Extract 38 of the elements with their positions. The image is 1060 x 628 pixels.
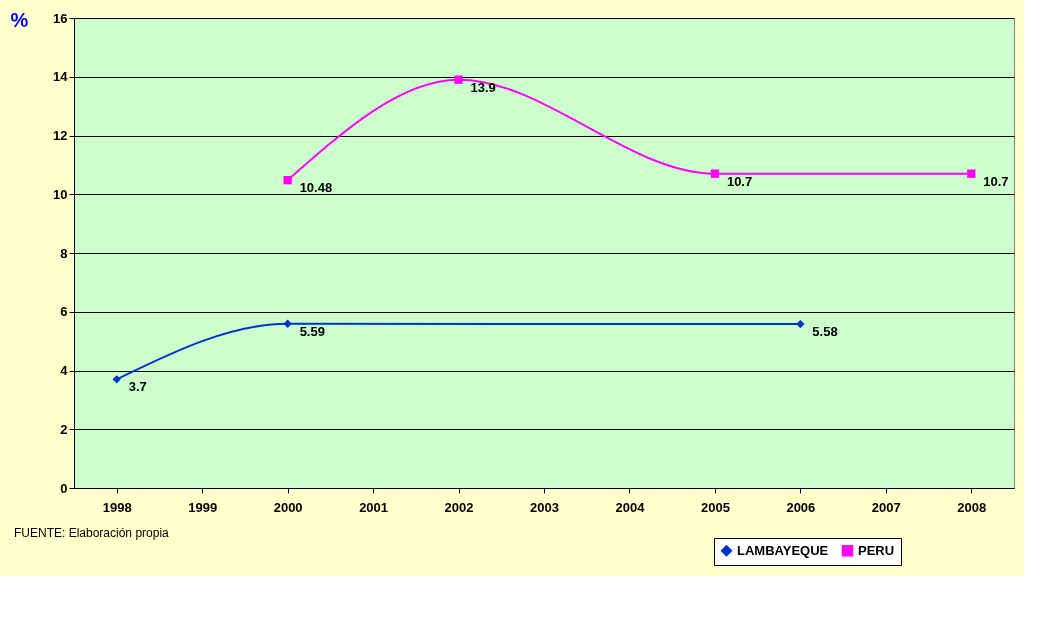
data-label: 3.7: [128, 379, 147, 395]
y-tick-label: 0: [60, 480, 68, 496]
point: [112, 375, 121, 384]
x-tick-label: 2005: [700, 499, 730, 515]
point: [454, 75, 463, 84]
source-note: FUENTE: Elaboración propia: [14, 526, 170, 540]
legend-label: PERU: [858, 542, 895, 558]
y-tick-label: 10: [53, 186, 68, 202]
data-label: 5.58: [812, 324, 838, 340]
x-tick-label: 2001: [359, 499, 389, 515]
data-label: 10.7: [726, 173, 753, 189]
y-tick-label: 6: [60, 304, 68, 320]
x-tick-label: 2002: [444, 499, 474, 515]
point: [710, 169, 720, 178]
y-tick-label: 14: [53, 69, 69, 85]
legend-label: LAMBAYEQUE: [737, 542, 829, 558]
point: [283, 175, 292, 185]
x-tick-label: 2004: [615, 499, 646, 515]
data-label: 13.9: [470, 79, 496, 95]
point: [283, 319, 292, 328]
y-tick-label: 2: [60, 421, 68, 437]
point: [967, 169, 976, 178]
x-tick-label: 2006: [786, 499, 816, 515]
y-tick-label: 8: [60, 245, 68, 261]
x-tick-label: 2003: [530, 499, 559, 515]
point: [796, 319, 805, 329]
y-axis-title: %: [10, 8, 29, 31]
x-tick-label: 2008: [957, 499, 987, 515]
y-tick-label: 12: [53, 128, 68, 143]
y-tick-label: 16: [53, 10, 68, 26]
data-label: 10.48: [299, 180, 333, 196]
data-label: 5.59: [299, 323, 325, 339]
y-tick-label: 4: [60, 363, 69, 378]
data-label: 10.7: [983, 173, 1009, 189]
x-tick-label: 1999: [188, 499, 218, 515]
x-tick-label: 1998: [102, 499, 132, 515]
x-tick-label: 2000: [273, 499, 303, 515]
x-tick-label: 2007: [871, 499, 901, 515]
